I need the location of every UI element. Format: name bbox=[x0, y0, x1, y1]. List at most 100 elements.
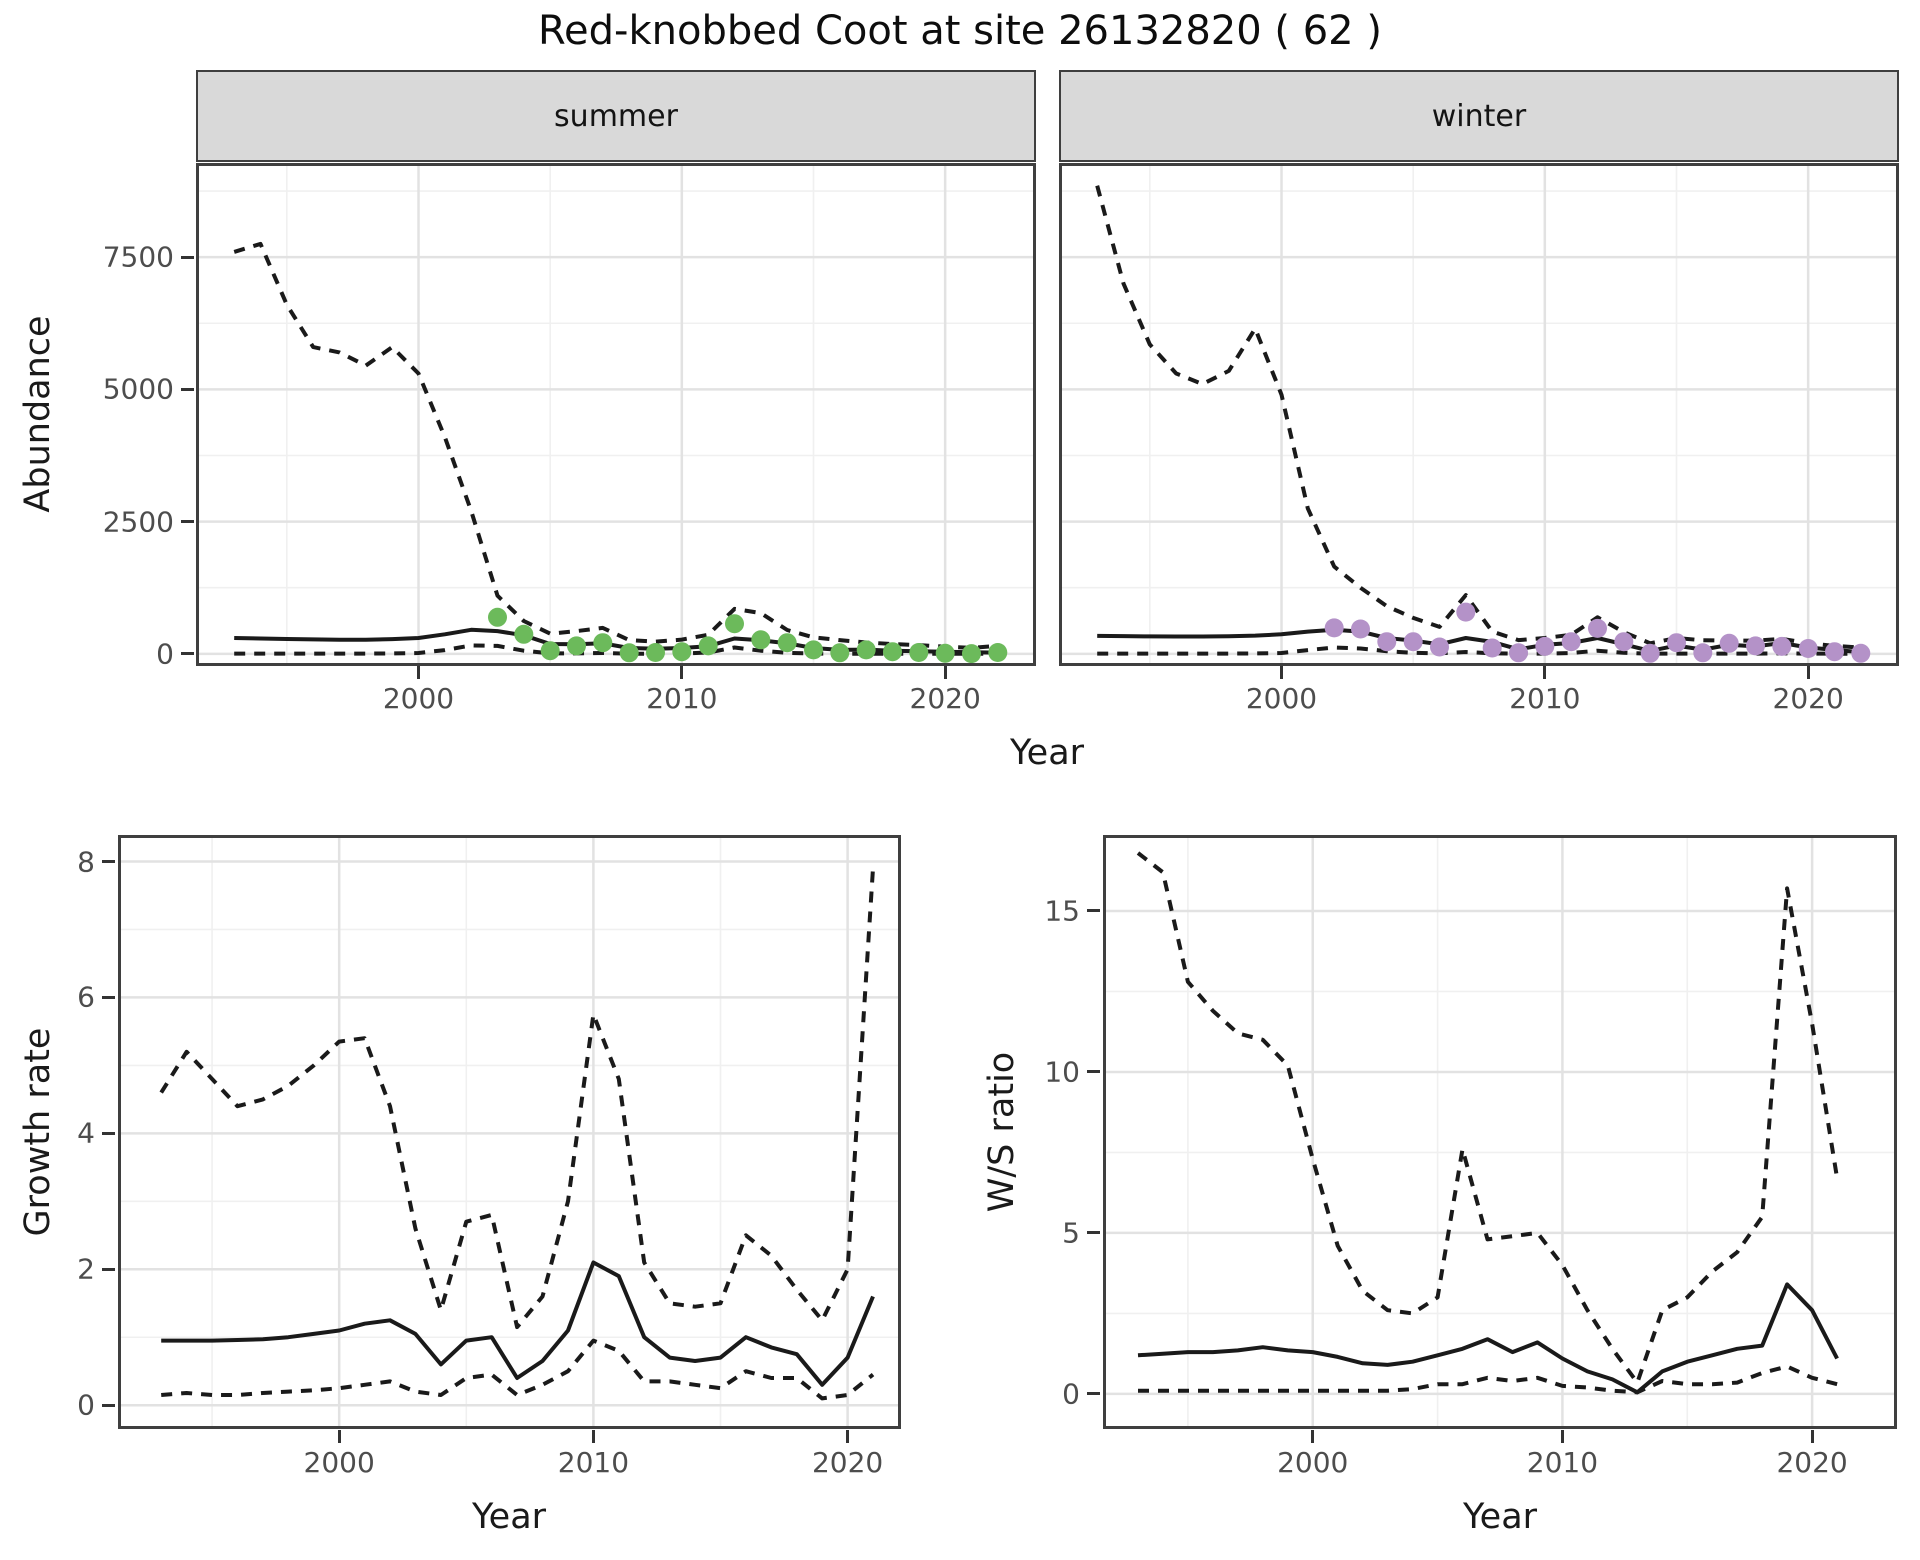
y-axis-tick-label: 2500 bbox=[102, 505, 174, 539]
x-axis-tick bbox=[337, 1430, 341, 1443]
observed-count-point bbox=[1403, 632, 1423, 652]
facet-strip-summer: summer bbox=[196, 70, 1036, 162]
x-axis-title-year-top: Year bbox=[1009, 733, 1085, 773]
growth-rate-plot bbox=[118, 835, 901, 1429]
y-axis-tick-label: 0 bbox=[1062, 1377, 1080, 1411]
observed-count-point bbox=[672, 642, 692, 662]
observed-count-point bbox=[1851, 643, 1871, 663]
observed-count-point bbox=[1430, 637, 1449, 657]
observed-count-point bbox=[1588, 618, 1607, 638]
y-axis-title-abundance: Abundance bbox=[18, 315, 58, 513]
observed-count-point bbox=[962, 644, 981, 664]
figure-title: Red-knobbed Coot at site 26132820 ( 62 ) bbox=[538, 8, 1382, 54]
x-axis-tick-label: 2000 bbox=[1245, 682, 1318, 715]
x-axis-tick-label: 2000 bbox=[1277, 1446, 1349, 1479]
observed-count-point bbox=[830, 643, 850, 663]
y-axis-tick-label: 4 bbox=[77, 1116, 95, 1150]
x-axis-tick-label: 2020 bbox=[1772, 682, 1844, 715]
observed-count-point bbox=[698, 636, 718, 656]
estimate-line bbox=[161, 1260, 875, 1387]
panel-background bbox=[1059, 163, 1899, 666]
observed-count-point bbox=[1561, 632, 1581, 652]
observed-count-point bbox=[593, 633, 613, 653]
y-axis-tick-label: 5000 bbox=[102, 372, 174, 406]
observed-count-point bbox=[619, 643, 639, 663]
y-axis-tick bbox=[1087, 1070, 1100, 1074]
observed-count-point bbox=[567, 636, 586, 656]
observed-count-point bbox=[1324, 618, 1344, 638]
x-axis-tick-label: 2010 bbox=[557, 1446, 630, 1479]
panel-border bbox=[196, 163, 1036, 666]
x-axis-tick-label: 2010 bbox=[646, 682, 718, 715]
x-axis-title-year-ws: Year bbox=[1462, 1497, 1538, 1537]
x-axis-tick-label: 2020 bbox=[1776, 1446, 1848, 1479]
y-axis-tick-label: 2 bbox=[77, 1252, 95, 1286]
y-axis-tick-label: 0 bbox=[156, 637, 174, 671]
x-axis-tick bbox=[846, 1430, 850, 1443]
observed-count-point bbox=[540, 641, 560, 661]
y-axis-tick-label: 15 bbox=[1044, 894, 1080, 928]
x-axis-tick bbox=[1806, 666, 1810, 679]
x-axis-tick-label: 2010 bbox=[1526, 1446, 1599, 1479]
observed-count-point bbox=[1614, 632, 1634, 652]
x-axis-tick-label: 2000 bbox=[303, 1446, 375, 1479]
y-axis-tick bbox=[181, 387, 194, 391]
x-axis-tick bbox=[1543, 666, 1547, 679]
observed-count-point bbox=[751, 630, 771, 650]
x-axis-tick bbox=[680, 666, 684, 679]
x-axis-tick bbox=[1810, 1430, 1814, 1443]
y-axis-tick bbox=[1087, 909, 1100, 913]
y-axis-tick bbox=[181, 255, 194, 259]
observed-count-point bbox=[1693, 643, 1713, 663]
y-axis-tick bbox=[181, 652, 194, 656]
lower-ci-line bbox=[161, 1338, 875, 1401]
observed-count-point bbox=[1798, 639, 1818, 658]
abundance-winter-plot bbox=[1059, 163, 1899, 666]
x-axis-title-year-growth: Year bbox=[471, 1497, 547, 1537]
x-axis-tick bbox=[417, 666, 420, 679]
y-axis-tick bbox=[102, 1403, 115, 1407]
y-axis-tick bbox=[102, 1267, 115, 1271]
observed-count-point bbox=[777, 633, 797, 653]
x-axis-tick-label: 2010 bbox=[1509, 682, 1581, 715]
panel-background bbox=[1103, 835, 1897, 1429]
panel-border bbox=[1059, 163, 1899, 666]
observed-count-point bbox=[646, 643, 665, 662]
upper-ci-line bbox=[1136, 851, 1840, 1385]
facet-strip-winter-label: winter bbox=[1431, 98, 1527, 134]
x-axis-tick bbox=[1560, 1430, 1564, 1443]
observed-count-point bbox=[1482, 638, 1502, 658]
abundance-summer-plot bbox=[196, 163, 1036, 666]
observed-count-point bbox=[883, 642, 902, 662]
x-axis-tick bbox=[1311, 1430, 1315, 1443]
observed-count-point bbox=[1509, 643, 1528, 663]
y-axis-tick-label: 5 bbox=[1062, 1216, 1080, 1250]
y-axis-tick bbox=[102, 860, 115, 863]
facet-strip-winter: winter bbox=[1059, 70, 1899, 162]
y-axis-title-ws-ratio: W/S ratio bbox=[982, 1051, 1022, 1213]
observed-count-point bbox=[1535, 636, 1555, 656]
observed-count-point bbox=[1772, 636, 1792, 656]
panel-border bbox=[118, 835, 901, 1429]
observed-count-point bbox=[935, 643, 955, 663]
upper-ci-line bbox=[159, 868, 875, 1330]
observed-count-point bbox=[514, 624, 534, 644]
y-axis-tick-label: 7500 bbox=[102, 240, 174, 274]
observed-count-point bbox=[909, 643, 929, 662]
estimate-line bbox=[1137, 1282, 1839, 1395]
x-axis-tick bbox=[1280, 666, 1283, 679]
panel-background bbox=[118, 835, 901, 1429]
y-axis-tick bbox=[1087, 1231, 1100, 1235]
observed-count-point bbox=[1351, 619, 1370, 639]
y-axis-tick bbox=[102, 995, 115, 999]
lower-ci-line bbox=[1097, 645, 1861, 656]
observed-count-point bbox=[988, 643, 1008, 662]
observed-count-point bbox=[488, 607, 507, 627]
y-axis-tick bbox=[181, 520, 194, 524]
observed-count-point bbox=[856, 640, 876, 660]
x-axis-tick bbox=[943, 666, 947, 679]
y-axis-title-growth-rate: Growth rate bbox=[18, 1027, 58, 1237]
x-axis-tick-label: 2000 bbox=[382, 682, 455, 715]
y-axis-tick-label: 0 bbox=[77, 1388, 95, 1422]
